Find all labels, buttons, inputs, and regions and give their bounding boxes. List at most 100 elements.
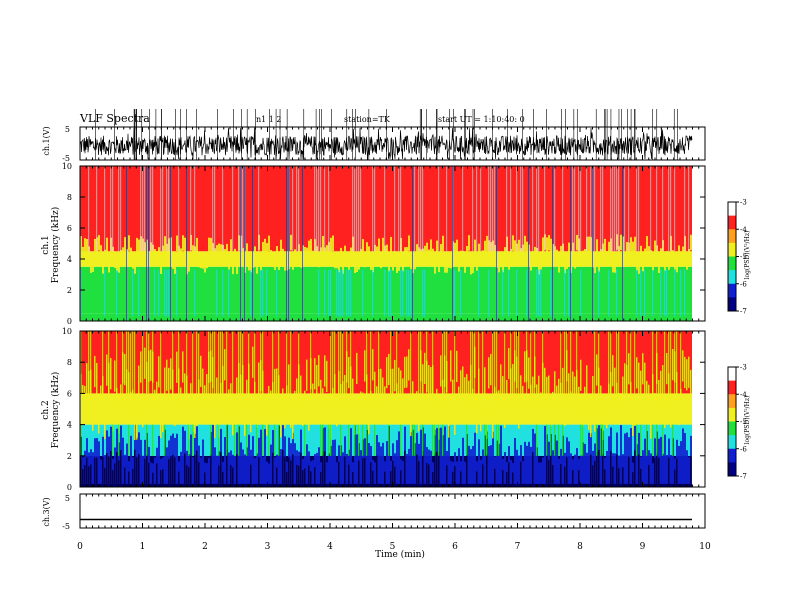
streak <box>616 331 618 409</box>
streak <box>440 244 442 260</box>
streak <box>588 432 590 484</box>
streak <box>360 166 362 252</box>
streak <box>550 238 552 255</box>
streak <box>354 166 356 252</box>
streak <box>650 250 652 266</box>
streak <box>660 248 662 264</box>
streak <box>166 447 168 484</box>
streak <box>618 331 620 409</box>
streak <box>670 166 672 252</box>
streak <box>140 166 142 252</box>
streak <box>414 394 416 426</box>
streak <box>448 426 450 484</box>
streak <box>688 356 690 388</box>
streak <box>520 461 522 484</box>
streak <box>404 247 406 263</box>
streak <box>490 166 492 252</box>
streak <box>472 166 474 252</box>
streak <box>422 364 424 396</box>
ch2-spectrogram-ylabel-line2: Frequency (kHz) <box>50 372 61 449</box>
streak <box>236 454 238 484</box>
streak <box>90 257 92 273</box>
streak <box>310 331 312 409</box>
streak <box>674 331 676 409</box>
streak <box>516 243 518 260</box>
streak <box>456 461 458 484</box>
streak <box>684 356 686 389</box>
streak <box>384 269 386 317</box>
streak <box>400 166 402 252</box>
streak <box>508 347 510 380</box>
streak <box>652 424 654 456</box>
streak <box>384 166 386 252</box>
streak <box>502 256 504 273</box>
streak <box>464 377 466 409</box>
streak <box>480 400 482 432</box>
streak <box>132 253 134 269</box>
streak <box>594 331 596 409</box>
streak <box>122 247 124 263</box>
streak <box>242 331 244 409</box>
streak <box>202 253 204 269</box>
streak <box>412 424 414 456</box>
colorbar-swatch <box>728 421 736 436</box>
streak <box>266 243 268 259</box>
streak <box>524 351 526 383</box>
streak <box>398 166 400 252</box>
streak <box>682 246 684 263</box>
streak <box>330 424 332 456</box>
streak <box>350 428 352 484</box>
streak <box>344 245 346 262</box>
streak <box>394 360 396 392</box>
streak <box>668 331 670 409</box>
streak <box>684 433 686 484</box>
streak <box>132 331 134 409</box>
streak <box>144 458 146 484</box>
streak <box>160 331 162 409</box>
streak <box>516 166 518 252</box>
streak <box>410 432 412 484</box>
streak <box>112 166 114 252</box>
streak <box>224 436 226 484</box>
streak <box>534 433 536 484</box>
streak <box>150 462 152 484</box>
streak <box>110 358 112 390</box>
streak <box>418 247 420 263</box>
streak <box>180 248 182 264</box>
streak <box>582 424 584 456</box>
streak <box>522 461 524 484</box>
streak <box>234 402 236 434</box>
streak <box>500 251 502 268</box>
streak <box>338 462 340 484</box>
streak <box>470 449 472 484</box>
streak <box>640 245 642 262</box>
streak <box>462 366 464 398</box>
streak <box>558 378 560 410</box>
streak <box>232 258 234 275</box>
time-tick-label: 10 <box>699 542 711 552</box>
streak <box>152 331 154 409</box>
streak <box>646 431 648 484</box>
streak <box>160 406 162 438</box>
streak <box>158 356 160 388</box>
streak <box>190 166 192 252</box>
streak <box>504 247 506 263</box>
colorbar-tick-label: -5 <box>740 253 747 261</box>
streak <box>582 442 584 484</box>
colorbar-swatch <box>728 462 736 477</box>
streak <box>662 424 664 456</box>
streak <box>256 258 258 274</box>
time-tick-label: 9 <box>640 542 646 552</box>
streak <box>352 472 354 484</box>
streak <box>628 457 630 484</box>
streak <box>374 166 376 252</box>
streak <box>386 244 388 261</box>
streak <box>440 355 442 387</box>
streak <box>462 250 464 267</box>
streak <box>638 258 640 274</box>
ch1-spectrogram-ylabel-line2: Frequency (kHz) <box>50 207 61 284</box>
streak <box>410 404 412 437</box>
streak <box>240 442 242 484</box>
streak <box>316 166 318 252</box>
